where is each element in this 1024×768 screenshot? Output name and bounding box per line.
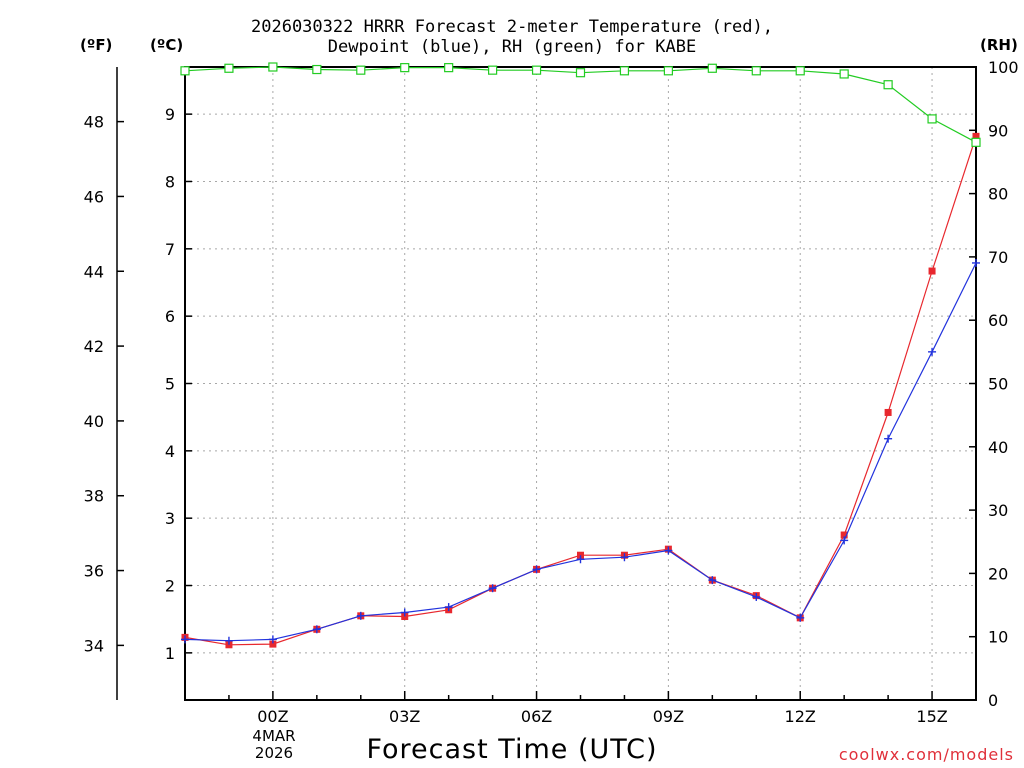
data-point-rh [663,66,673,76]
chart-title-line-1: 2026030322 HRRR Forecast 2-meter Tempera… [251,17,773,37]
data-point-rh [400,63,410,73]
data-point-dewpoint [181,635,189,644]
data-point-rh [619,66,630,76]
celsius-tick-label: 8 [165,172,175,191]
axes-layer: 1234567893436384042444648010203040506070… [84,58,1019,726]
data-point-dewpoint [400,608,409,617]
celsius-tick-label: 6 [165,307,175,326]
data-point-rh [531,65,542,75]
x-tick-label: 06Z [521,707,552,726]
fahrenheit-tick-label: 44 [84,262,104,281]
date-label: 4MAR 2026 [244,728,304,762]
data-point-rh [224,63,234,73]
data-point-rh [488,65,498,75]
series-line-temperature [184,136,977,646]
fahrenheit-tick-label: 38 [84,487,104,506]
data-point-rh [839,69,849,79]
rh-tick-label: 10 [988,628,1008,647]
data-point-rh [751,66,761,76]
data-point-dewpoint [532,565,541,574]
celsius-tick-label: 2 [165,577,175,596]
fahrenheit-tick-label: 46 [84,187,104,206]
x-tick-label: 03Z [389,707,420,726]
rh-tick-label: 30 [988,501,1008,520]
data-point-temperature [225,641,233,649]
rh-tick-label: 0 [988,691,998,710]
fahrenheit-tick-label: 36 [84,562,104,581]
x-tick-label: 15Z [916,707,947,726]
celsius-tick-label: 9 [165,105,175,124]
chart-title-line-2: Dewpoint (blue), RH (green) for KABE [327,37,697,57]
series-line-dewpoint [184,262,977,642]
data-point-dewpoint [664,546,673,555]
fahrenheit-tick-label: 34 [84,636,104,655]
series-line-rh [184,66,977,143]
data-point-temperature [401,612,409,620]
fahrenheit-tick-label: 48 [84,113,104,132]
data-point-temperature [972,132,980,140]
data-point-dewpoint [884,434,893,443]
data-point-dewpoint [840,536,849,545]
celsius-unit-label: (ºC) [150,36,184,54]
rh-tick-label: 20 [988,564,1008,583]
x-axis-title: Forecast Time (UTC) [366,734,658,765]
series-layer [180,62,981,649]
data-point-dewpoint [312,625,321,634]
rh-tick-label: 50 [988,375,1008,394]
data-point-dewpoint [356,611,365,620]
data-point-dewpoint [796,613,805,622]
data-point-rh [444,63,454,73]
rh-tick-label: 100 [988,58,1019,77]
rh-tick-label: 70 [988,248,1008,267]
data-point-rh [575,68,586,78]
data-point-dewpoint [268,635,277,644]
celsius-tick-label: 5 [165,375,175,394]
celsius-tick-label: 1 [165,644,175,663]
data-point-dewpoint [488,584,497,593]
data-point-rh [927,114,937,124]
data-point-dewpoint [752,592,761,601]
rh-tick-label: 80 [988,185,1008,204]
date-year: 2026 [254,744,294,762]
fahrenheit-unit-label: (ºF) [80,36,113,54]
data-point-rh [795,66,805,76]
x-tick-label: 09Z [653,707,684,726]
x-tick-label: 00Z [257,707,288,726]
rh-unit-label: (RH) [980,36,1018,54]
fahrenheit-tick-label: 42 [84,337,104,356]
data-point-rh [971,137,981,147]
grid-layer [185,67,976,700]
data-point-dewpoint [224,636,233,645]
data-point-temperature [884,408,892,416]
data-point-rh [268,62,278,72]
rh-tick-label: 40 [988,438,1008,457]
data-point-temperature [840,531,848,539]
date-day-month: 4MAR [252,727,296,745]
data-point-rh [707,63,717,73]
data-point-dewpoint [576,555,585,564]
data-point-temperature [928,267,936,275]
data-point-temperature [577,551,584,559]
data-point-temperature [269,640,277,648]
rh-tick-label: 90 [988,121,1008,140]
data-point-dewpoint [620,553,629,562]
celsius-tick-label: 7 [165,240,175,259]
credit-link[interactable]: coolwx.com/models [838,745,1014,764]
fahrenheit-tick-label: 40 [84,412,104,431]
data-point-dewpoint [708,576,717,585]
data-point-dewpoint [444,603,453,612]
rh-tick-label: 60 [988,311,1008,330]
x-tick-label: 12Z [785,707,816,726]
data-point-rh [356,65,366,75]
data-point-rh [180,66,190,76]
data-point-rh [883,80,893,90]
celsius-tick-label: 3 [165,509,175,528]
celsius-tick-label: 4 [165,442,175,461]
data-point-dewpoint [972,258,980,267]
data-point-rh [312,64,322,75]
data-point-dewpoint [928,347,937,356]
